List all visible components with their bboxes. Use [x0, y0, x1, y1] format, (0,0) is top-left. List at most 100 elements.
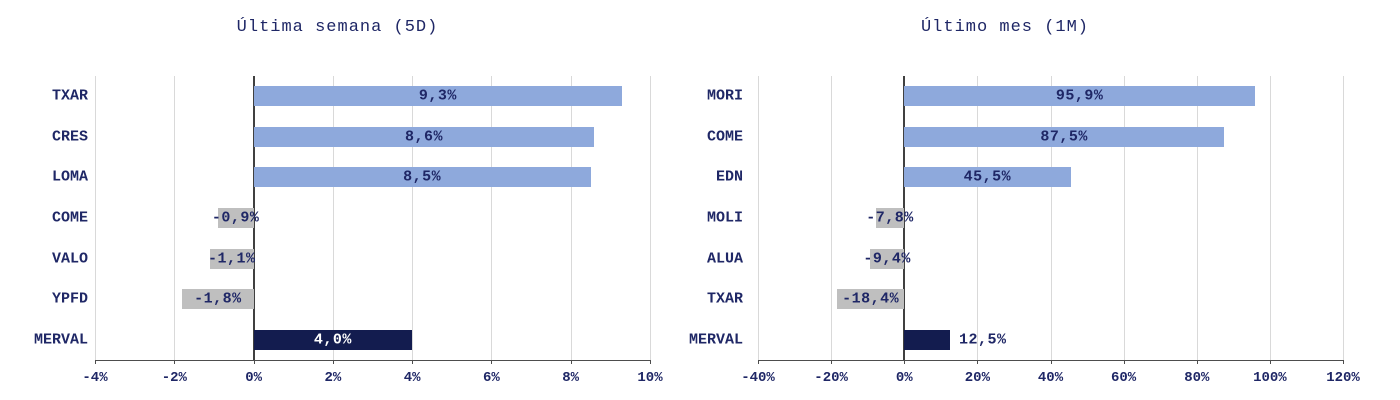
bar-value-label: 8,6%	[404, 128, 444, 146]
category-label-cres: CRES	[51, 128, 88, 146]
gridline	[1269, 76, 1271, 360]
chart-title-last-week: Última semana (5D)	[236, 18, 439, 37]
bar-value-label: -18,4%	[842, 290, 900, 308]
x-axis-line	[758, 360, 1343, 361]
bar-value-label: -7,8%	[866, 209, 914, 227]
category-label-come: COME	[51, 209, 88, 227]
axis-tick-mark	[1050, 360, 1052, 364]
bar-value-label: -9,4%	[863, 250, 911, 268]
category-label-loma: LOMA	[51, 168, 88, 186]
axis-tick-mark	[758, 360, 759, 364]
bar-value-label: 87,5%	[1040, 128, 1088, 146]
gridline	[1196, 76, 1198, 360]
bar-edn	[904, 167, 1071, 188]
bar-come	[217, 208, 254, 228]
category-label-ypfd: YPFD	[51, 290, 88, 308]
bar-ypfd	[182, 289, 254, 310]
x-tick-label: -20%	[814, 370, 848, 386]
bar-value-label: 95,9%	[1055, 87, 1104, 105]
gridline	[174, 76, 176, 360]
gridline	[570, 76, 572, 360]
category-label-moli: MOLI	[706, 209, 743, 227]
bar-mori	[904, 86, 1255, 107]
x-axis-line	[95, 360, 650, 361]
x-tick-label: 6%	[482, 370, 500, 386]
x-tick-label: 8%	[562, 370, 580, 386]
gridline	[650, 76, 651, 360]
x-tick-label: -2%	[161, 370, 187, 386]
bar-alua	[869, 248, 905, 269]
gridline	[1123, 76, 1125, 360]
gridline	[977, 76, 979, 360]
x-tick-label: 10%	[637, 370, 663, 386]
chart-last-month-1m: Último mes (1M) -40% -20% 0% 20% 40% 60% 80% 10…	[650, 0, 1400, 400]
x-tick-label: 80%	[1184, 370, 1210, 386]
axis-tick-mark	[412, 360, 414, 364]
gridline	[1050, 76, 1052, 360]
gridline	[412, 76, 414, 360]
bar-value-label: 45,5%	[963, 168, 1012, 186]
axis-tick-mark	[174, 360, 176, 364]
axis-tick-mark	[332, 360, 334, 364]
axis-tick-mark	[1343, 360, 1344, 364]
axis-tick-mark	[1196, 360, 1198, 364]
zero-axis-line	[252, 76, 255, 360]
x-tick-label: 0%	[895, 370, 913, 386]
x-tick-label: 20%	[964, 370, 990, 386]
axis-tick-mark	[650, 360, 651, 364]
bar-cres	[253, 126, 595, 147]
category-label-valo: VALO	[51, 250, 88, 268]
axis-tick-mark	[831, 360, 833, 364]
axis-tick-mark	[570, 360, 572, 364]
category-label-merval: MERVAL	[33, 331, 88, 349]
bar-merval	[904, 329, 950, 350]
axis-tick-mark	[253, 360, 255, 364]
category-label-merval: MERVAL	[688, 331, 743, 349]
bar-valo	[210, 248, 254, 269]
axis-tick-mark	[1269, 360, 1271, 364]
x-tick-label: 4%	[403, 370, 421, 386]
bar-come	[904, 126, 1225, 147]
category-label-txar: TXAR	[706, 290, 743, 308]
bar-value-label: -0,9%	[211, 209, 260, 227]
bar-value-label: -1,8%	[194, 290, 242, 308]
x-tick-label: 120%	[1326, 370, 1360, 386]
axis-tick-mark	[1123, 360, 1125, 364]
chart-title-last-month: Último mes (1M)	[920, 18, 1090, 37]
gridline	[831, 76, 833, 360]
category-label-come: COME	[706, 128, 743, 146]
x-tick-label: 60%	[1110, 370, 1137, 386]
gridline	[1343, 76, 1344, 360]
bar-moli	[875, 208, 905, 228]
axis-tick-mark	[491, 360, 493, 364]
axis-tick-mark	[95, 360, 96, 364]
x-tick-label: 40%	[1037, 370, 1064, 386]
gridline	[758, 76, 759, 360]
bar-value-label: 8,5%	[403, 168, 442, 186]
bar-value-label: 12,5%	[959, 331, 1007, 349]
category-label-mori: MORI	[706, 87, 743, 105]
bar-loma	[253, 167, 591, 188]
category-label-edn: EDN	[715, 168, 743, 186]
x-tick-label: 100%	[1253, 370, 1287, 386]
bar-txar	[253, 86, 623, 107]
x-tick-label: 0%	[245, 370, 262, 386]
chart-last-week-5d: Última semana (5D) -4% -2% 0% 2% 4% 6% 8% 10% TX…	[0, 0, 690, 400]
bar-value-label: 9,3%	[418, 87, 457, 105]
x-tick-label: -40%	[741, 370, 775, 386]
x-tick-label: -4%	[82, 370, 108, 386]
bar-value-label: 4,0%	[313, 331, 352, 349]
category-label-alua: ALUA	[706, 250, 743, 268]
category-label-txar: TXAR	[51, 87, 88, 105]
bar-txar	[837, 289, 905, 310]
axis-tick-mark	[904, 360, 906, 364]
gridline	[491, 76, 493, 360]
gridline	[332, 76, 334, 360]
axis-tick-mark	[977, 360, 979, 364]
bar-merval	[253, 329, 413, 350]
x-tick-label: 2%	[324, 370, 342, 386]
bar-value-label: -1,1%	[208, 250, 256, 268]
zero-axis-line	[903, 76, 906, 360]
gridline	[95, 76, 96, 360]
